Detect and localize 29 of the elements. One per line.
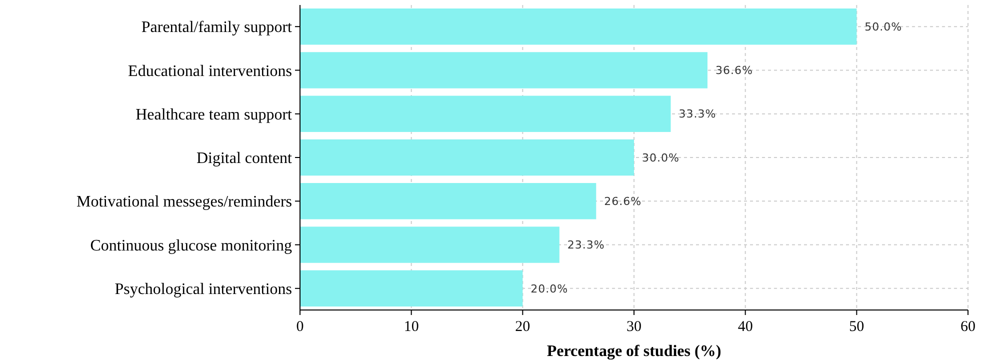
x-tick-label: 20 (515, 319, 530, 335)
data-label: 26.6% (604, 194, 642, 208)
bar (300, 96, 671, 132)
y-tick-label: Psychological interventions (114, 281, 292, 298)
bar (300, 139, 634, 176)
y-tick-label: Motivational messeges/reminders (76, 194, 292, 211)
data-label: 33.3% (678, 108, 716, 121)
x-tick-label: 30 (626, 319, 642, 335)
bar (300, 270, 523, 307)
bar (300, 8, 857, 45)
y-tick-label: Educational interventions (128, 62, 292, 80)
x-tick-label: 50 (849, 319, 864, 335)
y-tick-label: Parental/family support (141, 19, 293, 36)
data-label: 30.0% (642, 151, 680, 164)
data-label: 36.6% (715, 64, 753, 78)
data-label: 50.0% (864, 20, 902, 34)
data-label: 23.3% (567, 238, 605, 252)
y-tick-label: Continuous glucose monitoring (90, 237, 292, 254)
bar (300, 52, 708, 88)
y-tick-label: Digital content (196, 150, 293, 168)
bar (300, 226, 560, 263)
x-tick-label: 0 (296, 319, 304, 335)
x-axis-title: Percentage of studies (%) (546, 343, 722, 360)
x-tick-label: 10 (404, 319, 419, 335)
bar (300, 183, 596, 220)
x-tick-label: 40 (738, 319, 753, 335)
x-tick-label: 60 (960, 319, 976, 335)
y-tick-label: Healthcare team support (136, 106, 293, 124)
data-label: 20.0% (530, 282, 568, 296)
